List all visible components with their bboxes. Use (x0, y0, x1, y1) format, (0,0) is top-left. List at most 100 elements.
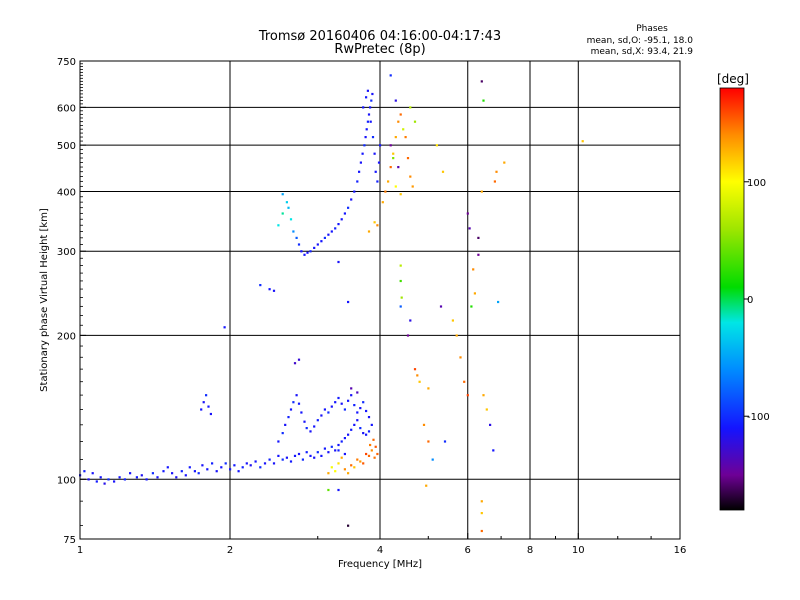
data-point (281, 458, 284, 461)
data-point (362, 106, 365, 109)
data-point (384, 190, 387, 193)
data-point (323, 236, 326, 239)
data-point (237, 470, 240, 473)
data-point (443, 440, 447, 443)
colorbar-tick-label: 0 (747, 295, 753, 306)
data-point (292, 401, 295, 404)
data-point (480, 512, 483, 515)
data-point (277, 224, 280, 227)
data-point (367, 113, 371, 116)
data-point (459, 356, 462, 359)
data-point (477, 236, 480, 239)
data-point (297, 358, 301, 361)
data-point (337, 260, 340, 264)
data-point (371, 136, 375, 139)
data-point (409, 106, 412, 109)
data-point (406, 334, 410, 337)
data-point (439, 305, 443, 308)
data-point (340, 402, 343, 405)
data-point (370, 449, 373, 452)
data-point (99, 476, 102, 479)
data-point (316, 419, 319, 422)
data-point (220, 466, 223, 469)
data-point (297, 243, 301, 246)
data-point (340, 440, 343, 443)
data-point (392, 152, 395, 155)
data-point (193, 470, 196, 473)
data-point (493, 180, 496, 183)
data-point (297, 402, 301, 405)
data-point (413, 368, 417, 371)
data-point (95, 480, 98, 483)
data-point (350, 387, 353, 390)
data-point (495, 170, 498, 173)
data-points (79, 74, 584, 533)
data-point (323, 408, 326, 411)
data-point (466, 212, 469, 215)
data-point (188, 466, 191, 469)
data-point (259, 284, 262, 287)
data-point (350, 428, 353, 431)
data-point (356, 391, 359, 394)
data-point (399, 193, 402, 196)
data-point (367, 454, 371, 457)
data-point (359, 427, 362, 430)
data-point (363, 144, 366, 147)
data-point (287, 206, 290, 209)
data-point (451, 319, 454, 322)
data-point (197, 472, 200, 475)
y-tick-label: 100 (57, 475, 76, 486)
data-point (268, 458, 271, 461)
data-point (135, 476, 138, 479)
data-point (306, 251, 309, 254)
data-point (343, 468, 346, 471)
data-point (272, 289, 276, 292)
colorbar-ticks: 100 0 -100 (744, 178, 770, 423)
colorbar-tick-label: -100 (747, 412, 770, 423)
data-point (107, 478, 110, 481)
data-point (482, 99, 485, 102)
data-point (200, 408, 203, 411)
data-point (359, 161, 362, 164)
data-point (485, 408, 488, 411)
data-point (468, 227, 471, 230)
data-point (371, 92, 374, 96)
y-tick-label: 400 (57, 187, 76, 198)
data-point (295, 236, 298, 239)
data-point (397, 166, 400, 169)
data-point (211, 462, 214, 465)
data-point (337, 443, 340, 447)
data-point (320, 240, 323, 243)
colorbar (719, 87, 745, 511)
data-point (422, 423, 426, 426)
data-point (353, 404, 356, 407)
data-point (370, 423, 373, 426)
data-point (327, 411, 330, 414)
data-point (301, 458, 304, 461)
data-point (350, 464, 353, 467)
y-axis-label: Stationary phase Virtual Height [km] (39, 208, 50, 392)
data-point (91, 472, 94, 475)
data-point (366, 120, 369, 123)
data-point (347, 433, 350, 436)
data-point (309, 430, 312, 433)
data-point (477, 253, 480, 256)
data-point (376, 224, 379, 227)
x-tick-label: 8 (527, 545, 533, 556)
data-point (374, 170, 377, 173)
data-point (427, 440, 430, 443)
data-point (356, 419, 359, 422)
data-point (372, 438, 375, 441)
data-point (254, 460, 257, 463)
stats-line-o: mean, sd,O: -95.1, 18.0 (587, 36, 694, 46)
data-point (285, 201, 288, 204)
data-point (353, 466, 356, 469)
data-point (404, 136, 407, 139)
data-point (337, 223, 340, 226)
data-point (215, 470, 218, 473)
data-point (473, 292, 476, 295)
data-point (367, 230, 371, 233)
data-point (289, 408, 293, 411)
y-tick-label: 500 (57, 141, 76, 152)
